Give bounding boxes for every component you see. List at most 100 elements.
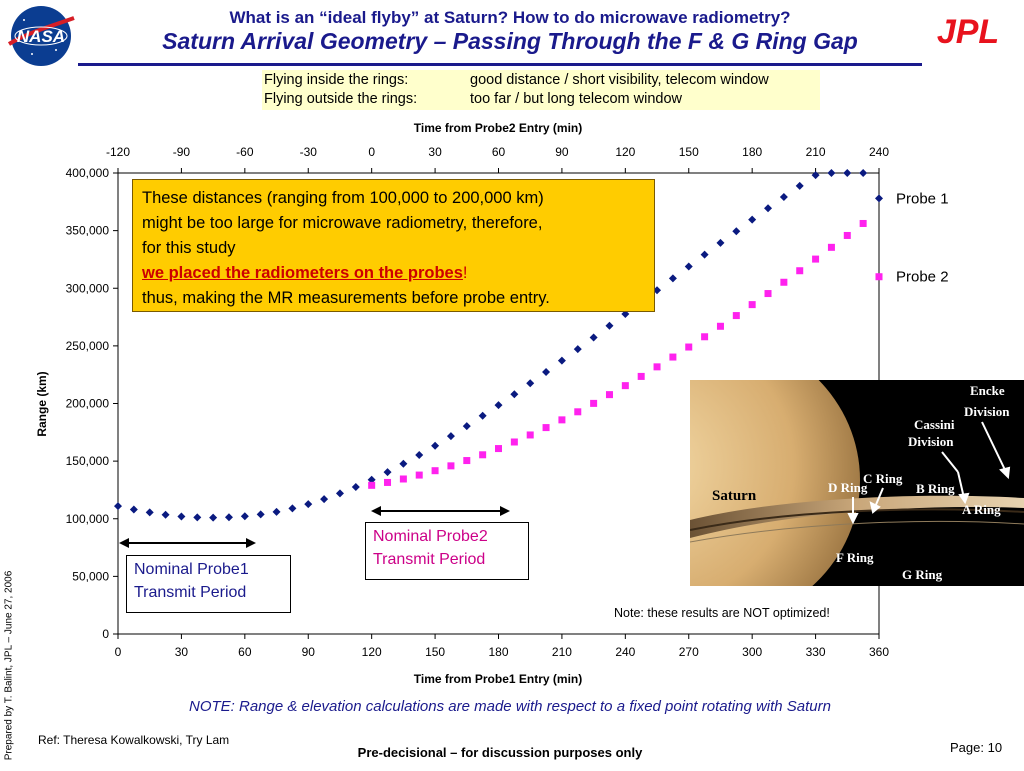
probe1-point xyxy=(668,274,677,283)
probe1-point xyxy=(288,504,297,513)
probe2-point xyxy=(669,353,677,361)
x2-tick-label: -90 xyxy=(173,145,191,159)
x-tick-label: 60 xyxy=(238,645,252,659)
probe2-point xyxy=(780,278,788,286)
y-tick-label: 400,000 xyxy=(66,166,110,180)
b-ring-label: B Ring xyxy=(916,481,955,496)
cassini-label: Cassini xyxy=(914,417,955,432)
probe1-point xyxy=(843,169,852,177)
callout-line-2: might be too large for microwave radiome… xyxy=(142,214,543,232)
probe1-point xyxy=(161,510,170,519)
callout-emphasis-suffix: ! xyxy=(462,264,468,282)
probe1-point xyxy=(193,513,202,522)
x2-tick-label: -60 xyxy=(236,145,254,159)
probe1-point xyxy=(526,379,535,388)
ring-flyby-info: Flying inside the rings: good distance /… xyxy=(262,70,820,110)
g-ring-label: G Ring xyxy=(902,567,943,582)
x-tick-label: 270 xyxy=(679,645,699,659)
probe1-point xyxy=(494,401,503,410)
callout-emphasis-line: we placed the radiometers on the probes! xyxy=(142,261,645,286)
info-value-inside: good distance / short visibility, teleco… xyxy=(470,72,769,88)
probe1-point xyxy=(224,513,233,522)
probe1-point xyxy=(114,502,122,511)
not-optimized-note: Note: these results are NOT optimized! xyxy=(614,606,830,620)
probe1-point xyxy=(145,508,154,517)
series-label-2: Probe 2 xyxy=(896,269,949,286)
title-line-1: What is an “ideal flyby” at Saturn? How … xyxy=(229,8,791,27)
callout-line-3: for this study xyxy=(142,239,236,257)
probe2-point xyxy=(621,382,629,390)
nasa-logo-text: NASA xyxy=(17,27,65,46)
probe1-point xyxy=(684,262,693,271)
info-label-outside: Flying outside the rings: xyxy=(264,91,418,107)
saturn-rings-image: Saturn D Ring C Ring B Ring A Ring Cassi… xyxy=(560,335,1024,625)
probe1-point xyxy=(557,356,566,365)
callout-emphasis: we placed the radiometers on the probes xyxy=(142,264,463,282)
probe1-point xyxy=(510,390,519,399)
probe2-transmit-line2: Transmit Period xyxy=(373,551,486,568)
encke-label: Encke xyxy=(970,383,1005,398)
ring-pointer-arrows xyxy=(847,421,1011,525)
probe1-point xyxy=(304,500,313,509)
x2-tick-label: 180 xyxy=(742,145,762,159)
x2-tick-label: 210 xyxy=(806,145,826,159)
y-tick-label: 300,000 xyxy=(66,281,110,295)
probe1-point xyxy=(256,510,265,519)
probe1-point xyxy=(129,505,138,514)
info-row-inside: Flying inside the rings: good distance /… xyxy=(264,70,769,90)
f-ring-label: F Ring xyxy=(836,550,874,565)
jpl-logo: JPL xyxy=(916,13,1020,51)
probe2-point xyxy=(463,457,471,465)
probe2-point xyxy=(732,312,740,320)
probe2-point xyxy=(368,481,376,489)
probe1-point xyxy=(177,512,186,521)
encke-division-label: Division xyxy=(964,404,1010,419)
probe1-point xyxy=(383,468,392,477)
probe2-point xyxy=(447,462,455,470)
probe2-point xyxy=(716,322,724,330)
probe2-point xyxy=(605,391,613,399)
x-tick-label: 360 xyxy=(869,645,889,659)
info-value-outside: too far / but long telecom window xyxy=(470,91,682,107)
probe2-point xyxy=(827,243,835,251)
probe1-transmit-arrow xyxy=(119,538,256,548)
a-ring-label: A Ring xyxy=(962,502,1001,517)
probe2-point xyxy=(685,343,693,351)
probe1-transmit-box: Nominal Probe1 Transmit Period xyxy=(126,555,291,613)
probe1-point xyxy=(367,475,376,484)
x2-tick-label: 90 xyxy=(555,145,569,159)
probe2-point xyxy=(574,408,582,416)
callout-line-5: thus, making the MR measurements before … xyxy=(142,289,550,307)
title-divider xyxy=(78,63,922,66)
probe1-point xyxy=(859,169,868,177)
x2-tick-label: 60 xyxy=(492,145,506,159)
x2-tick-label: 30 xyxy=(428,145,442,159)
probe1-point xyxy=(335,489,344,498)
probe2-point xyxy=(796,267,804,275)
probe2-point xyxy=(637,372,645,380)
y-tick-label: 100,000 xyxy=(66,512,110,526)
x-tick-label: 30 xyxy=(175,645,189,659)
y-tick-label: 150,000 xyxy=(66,454,110,468)
x-tick-label: 330 xyxy=(806,645,826,659)
probe1-point xyxy=(542,368,551,377)
probe1-point xyxy=(240,512,249,521)
y-tick-label: 50,000 xyxy=(72,569,109,583)
probe2-point xyxy=(542,424,550,432)
y-tick-label: 250,000 xyxy=(66,339,110,353)
probe1-point xyxy=(431,441,440,450)
probe2-point xyxy=(653,363,661,371)
probe1-point xyxy=(272,507,281,516)
c-ring-label: C Ring xyxy=(863,471,903,486)
prepared-by: Prepared by T. Balint, JPL – June 27, 20… xyxy=(3,570,15,761)
jpl-logo-text: JPL xyxy=(937,14,999,48)
probe2-point xyxy=(510,438,518,446)
y-tick-label: 0 xyxy=(102,627,109,641)
cassini-division-label: Division xyxy=(908,434,954,449)
probe1-transmit-line1: Nominal Probe1 xyxy=(134,561,249,578)
nasa-logo: NASA xyxy=(4,4,78,68)
probe2-point xyxy=(495,445,502,453)
probe2-point xyxy=(415,471,423,479)
x2-tick-label: 0 xyxy=(368,145,375,159)
probe1-point xyxy=(209,513,218,522)
